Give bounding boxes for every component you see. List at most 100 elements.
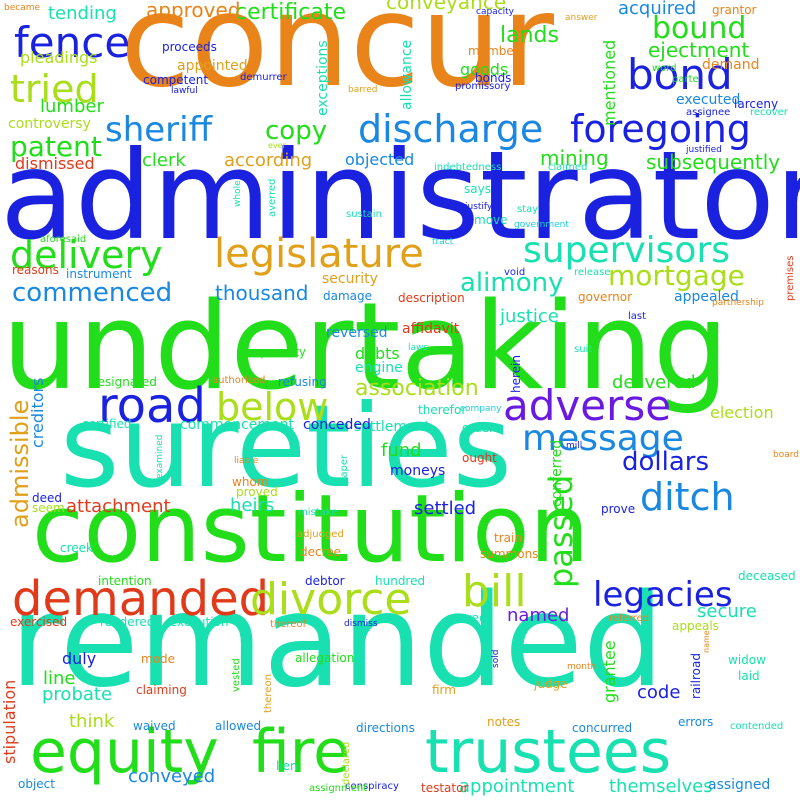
- cloud-word: allegation: [295, 651, 355, 665]
- cloud-word: ditch: [640, 475, 735, 519]
- cloud-word: hundred: [375, 574, 426, 588]
- cloud-word: testator: [421, 781, 469, 795]
- cloud-word: justify: [465, 202, 493, 212]
- cloud-word: conceded: [303, 417, 371, 433]
- cloud-word: name: [702, 630, 711, 653]
- cloud-word: dismiss: [344, 619, 378, 629]
- cloud-word: stipulation: [0, 679, 19, 764]
- cloud-word: sureties: [60, 380, 513, 513]
- cloud-word: contended: [730, 721, 784, 732]
- cloud-word: quantity: [256, 345, 307, 359]
- cloud-word: company: [460, 404, 502, 414]
- cloud-word: summons: [480, 547, 539, 561]
- cloud-word: line: [43, 668, 76, 689]
- cloud-word: larceny: [734, 97, 779, 111]
- cloud-word: averred: [267, 178, 278, 217]
- cloud-word: legacies: [593, 575, 733, 615]
- cloud-word: thousand: [215, 281, 309, 305]
- cloud-word: foregoing: [570, 107, 751, 151]
- cloud-word: appeals: [672, 619, 719, 633]
- cloud-word: government: [514, 220, 569, 230]
- cloud-word: execution: [170, 615, 229, 629]
- cloud-word: laws: [408, 343, 429, 353]
- cloud-word: demanded: [12, 571, 270, 627]
- cloud-word: proved: [236, 485, 278, 499]
- cloud-word: exercised: [10, 615, 68, 629]
- cloud-word: release: [574, 267, 611, 278]
- cloud-word: mill: [566, 441, 583, 451]
- cloud-word: waived: [133, 719, 176, 733]
- cloud-word: sheriff: [105, 110, 213, 150]
- cloud-word: herein: [509, 355, 523, 393]
- cloud-word: concur: [120, 0, 554, 116]
- cloud-word: bond: [627, 50, 733, 99]
- cloud-word: executed: [676, 92, 741, 108]
- cloud-word: refusing: [278, 375, 327, 389]
- cloud-word: moneys: [390, 463, 446, 479]
- cloud-word: bonds: [475, 71, 512, 85]
- cloud-word: justified: [686, 145, 722, 155]
- cloud-word: code: [637, 682, 681, 703]
- cloud-word: indebtedness: [434, 162, 502, 173]
- cloud-word: debtor: [305, 574, 345, 588]
- cloud-word: administrator: [0, 125, 800, 267]
- cloud-word: road: [98, 378, 206, 434]
- cloud-word: tract: [432, 237, 454, 247]
- cloud-word: supervisors: [523, 230, 731, 271]
- cloud-word: election: [710, 403, 774, 422]
- cloud-word: recover: [750, 107, 788, 118]
- cloud-word: whom: [232, 475, 269, 489]
- cloud-word: grantee: [600, 640, 619, 703]
- cloud-word: referred: [609, 613, 650, 624]
- cloud-word: grantor: [712, 3, 757, 17]
- cloud-word: equity: [30, 717, 219, 787]
- cloud-word: bound: [652, 11, 747, 46]
- cloud-word: mining: [540, 146, 609, 170]
- cloud-word: probate: [42, 684, 113, 705]
- cloud-word: sold: [491, 649, 501, 668]
- cloud-word: judge: [534, 677, 568, 691]
- cloud-word: competent: [143, 73, 209, 87]
- cloud-word: assignment: [309, 783, 368, 794]
- cloud-word: conveyed: [128, 766, 216, 787]
- cloud-word: dismissed: [15, 154, 95, 173]
- cloud-word: clerk: [142, 150, 186, 171]
- cloud-word: settled: [414, 498, 477, 519]
- cloud-word: heirs: [230, 495, 275, 516]
- cloud-word: notes: [487, 715, 521, 729]
- cloud-word: liable: [234, 456, 259, 466]
- cloud-word: damage: [323, 289, 373, 303]
- cloud-word: creek: [60, 541, 93, 555]
- cloud-word: examined: [155, 434, 165, 479]
- cloud-word: ejectment: [648, 38, 750, 62]
- cloud-word: commenced: [12, 278, 173, 308]
- cloud-word: mode: [141, 652, 176, 666]
- cloud-word: authorized: [212, 375, 266, 386]
- cloud-word: became: [4, 3, 41, 13]
- cloud-word: according: [224, 150, 313, 171]
- cloud-word: divorce: [250, 574, 412, 625]
- cloud-word: firm: [432, 683, 456, 697]
- cloud-word: themselves: [609, 776, 713, 797]
- cloud-word: ever: [268, 141, 286, 150]
- cloud-word: says: [464, 182, 491, 196]
- cloud-word: void: [504, 267, 526, 278]
- cloud-word: whole: [233, 180, 243, 207]
- cloud-word: deceased: [738, 569, 796, 583]
- cloud-word: delivered: [612, 372, 696, 393]
- cloud-word: assigned: [708, 777, 771, 793]
- cloud-word: mistake: [298, 507, 338, 518]
- cloud-word: fund: [381, 440, 422, 461]
- cloud-word: certified: [82, 417, 132, 431]
- cloud-word: aforesaid: [40, 234, 87, 245]
- cloud-word: conspiracy: [345, 781, 399, 792]
- cloud-word: fire: [252, 717, 351, 787]
- cloud-word: governor: [578, 290, 633, 304]
- cloud-word: justice: [500, 306, 559, 327]
- cloud-word: conveyance: [386, 0, 507, 14]
- cloud-word: adjudged: [297, 529, 344, 540]
- cloud-word: demurrer: [240, 72, 287, 83]
- cloud-word: barred: [348, 85, 378, 95]
- cloud-word: decree: [300, 545, 342, 559]
